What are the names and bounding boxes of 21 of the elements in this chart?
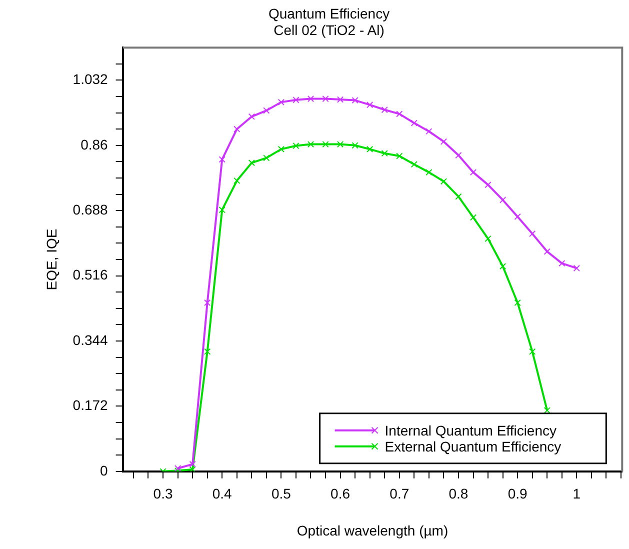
chart-title: Quantum Efficiency [268,5,390,22]
x-axis-title: Optical wavelength (µm) [296,522,448,538]
y-tick-label: 1.032 [72,71,108,88]
y-tick-label: 0.86 [80,136,108,152]
x-tick-label: 0.4 [212,486,232,502]
legend-label: Internal Quantum Efficiency [384,422,557,438]
x-tick-label: 1 [572,486,581,502]
x-tick-label: 0.5 [271,486,292,502]
y-tick-label: 0.516 [72,266,108,283]
chart-subtitle: Cell 02 (TiO2 - Al) [274,22,384,38]
y-tick-label: 0 [100,462,108,478]
y-tick-label: 0.688 [72,201,108,218]
y-axis-title: EQE, IQE [43,228,60,290]
y-tick-label: 0.344 [72,332,108,348]
x-tick-label: 0.7 [390,486,410,502]
y-tick-label: 0.172 [72,397,108,414]
x-tick-label: 0.3 [153,486,173,502]
x-tick-label: 0.9 [508,486,528,502]
x-tick-label: 0.8 [448,486,468,502]
x-tick-label: 0.6 [330,486,350,502]
legend-label: External Quantum Efficiency [384,438,562,454]
